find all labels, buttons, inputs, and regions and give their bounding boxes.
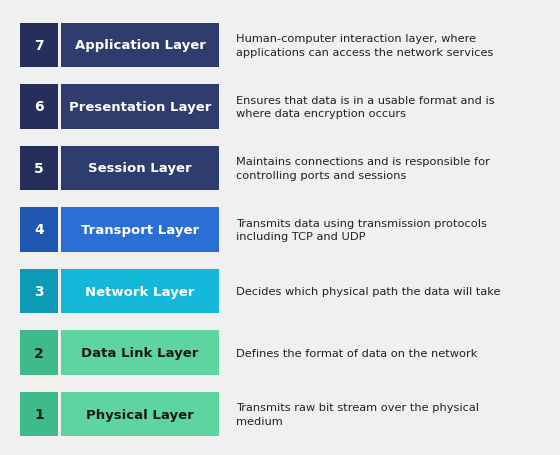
FancyBboxPatch shape xyxy=(20,147,58,191)
FancyBboxPatch shape xyxy=(61,85,219,129)
Text: Defines the format of data on the network: Defines the format of data on the networ… xyxy=(236,348,477,358)
FancyBboxPatch shape xyxy=(20,85,58,129)
Text: Application Layer: Application Layer xyxy=(74,39,206,52)
FancyBboxPatch shape xyxy=(20,269,58,313)
Text: Transmits raw bit stream over the physical
medium: Transmits raw bit stream over the physic… xyxy=(236,403,479,426)
Text: Presentation Layer: Presentation Layer xyxy=(69,101,211,114)
Text: 3: 3 xyxy=(34,284,44,298)
Text: Decides which physical path the data will take: Decides which physical path the data wil… xyxy=(236,287,501,296)
Text: 7: 7 xyxy=(34,39,44,53)
Text: Network Layer: Network Layer xyxy=(85,285,195,298)
FancyBboxPatch shape xyxy=(61,331,219,375)
FancyBboxPatch shape xyxy=(61,269,219,313)
FancyBboxPatch shape xyxy=(61,147,219,191)
Text: Human-computer interaction layer, where
applications can access the network serv: Human-computer interaction layer, where … xyxy=(236,34,493,57)
Text: 6: 6 xyxy=(34,100,44,114)
Text: Maintains connections and is responsible for
controlling ports and sessions: Maintains connections and is responsible… xyxy=(236,157,490,180)
FancyBboxPatch shape xyxy=(61,24,219,68)
FancyBboxPatch shape xyxy=(61,208,219,252)
Text: 4: 4 xyxy=(34,223,44,237)
FancyBboxPatch shape xyxy=(20,24,58,68)
FancyBboxPatch shape xyxy=(20,392,58,436)
Text: Session Layer: Session Layer xyxy=(88,162,192,175)
Text: Transport Layer: Transport Layer xyxy=(81,223,199,237)
Text: Physical Layer: Physical Layer xyxy=(86,408,194,421)
FancyBboxPatch shape xyxy=(20,208,58,252)
Text: Transmits data using transmission protocols
including TCP and UDP: Transmits data using transmission protoc… xyxy=(236,218,487,242)
Text: 5: 5 xyxy=(34,162,44,176)
Text: 2: 2 xyxy=(34,346,44,360)
FancyBboxPatch shape xyxy=(61,392,219,436)
Text: Ensures that data is in a usable format and is
where data encryption occurs: Ensures that data is in a usable format … xyxy=(236,96,494,119)
Text: 1: 1 xyxy=(34,407,44,421)
FancyBboxPatch shape xyxy=(20,331,58,375)
Text: Data Link Layer: Data Link Layer xyxy=(81,346,199,359)
